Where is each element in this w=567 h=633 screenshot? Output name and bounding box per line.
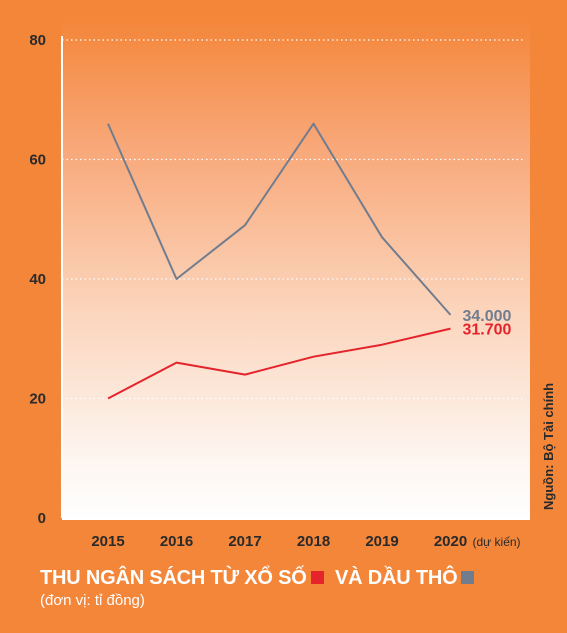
x-tick-2015: 2015 bbox=[91, 533, 124, 550]
y-tick-0: 0 bbox=[38, 510, 46, 527]
x-tick-2020: 2020 bbox=[434, 533, 467, 550]
y-tick-80: 80 bbox=[29, 32, 46, 49]
oil-legend-square bbox=[461, 571, 475, 584]
x-tick-2016: 2016 bbox=[160, 533, 193, 550]
y-tick-labels: 0 20 40 60 80 bbox=[29, 32, 46, 527]
title-part-1: THU NGÂN SÁCH TỪ XỔ SỐ bbox=[40, 567, 307, 589]
y-tick-60: 60 bbox=[29, 152, 46, 169]
plot-background bbox=[62, 20, 530, 520]
x-tick-2019: 2019 bbox=[365, 533, 398, 550]
series-lines bbox=[107, 122, 452, 400]
y-tick-20: 20 bbox=[29, 391, 46, 408]
end-label-oil: 34.000 bbox=[463, 308, 512, 325]
lottery-legend-square bbox=[310, 571, 324, 584]
end-label-lottery: 31.700 bbox=[463, 322, 512, 339]
title-part-2: VÀ DẦU THÔ bbox=[335, 567, 458, 589]
axes bbox=[61, 36, 525, 519]
y-tick-40: 40 bbox=[29, 271, 46, 288]
x-tick-2017: 2017 bbox=[228, 533, 261, 550]
x-tick-labels: 2015 2016 2017 2018 2019 2020 (dự kiến) bbox=[91, 533, 520, 550]
x-tick-note: (dự kiến) bbox=[473, 535, 521, 549]
series-line-lottery bbox=[107, 327, 451, 400]
grid bbox=[62, 39, 525, 400]
source-note: Nguồn: Bộ Tài chính bbox=[541, 382, 556, 510]
series-line-oil bbox=[107, 122, 452, 316]
chart-title: THU NGÂN SÁCH TỪ XỔ SỐ VÀ DẦU THÔ bbox=[40, 567, 480, 590]
chart-subtitle: (đơn vị: tỉ đồng) bbox=[40, 592, 145, 609]
x-tick-2018: 2018 bbox=[297, 533, 330, 550]
